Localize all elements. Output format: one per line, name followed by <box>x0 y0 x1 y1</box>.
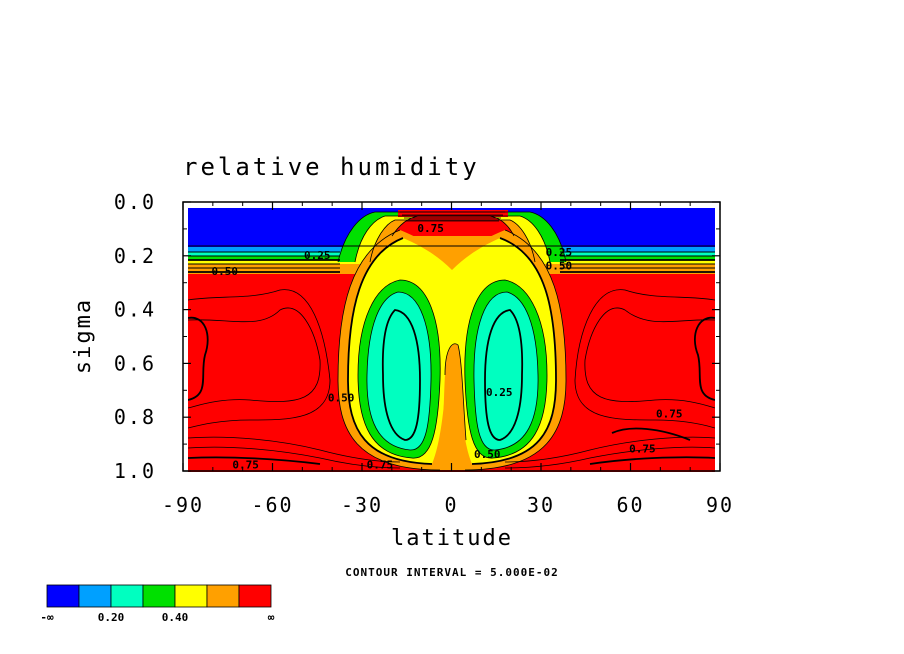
x-axis-label: latitude <box>391 526 513 551</box>
contour-label: 0.50 <box>328 391 355 404</box>
contour-label: 0.75 <box>656 408 683 421</box>
colorbar-bound-label: 0.40 <box>162 611 189 624</box>
y-tick-label: 0.0 <box>114 190 156 214</box>
colorbar-swatch <box>46 584 80 608</box>
contour-lines <box>188 211 715 471</box>
x-tick-label: 30 <box>527 493 555 517</box>
colorbar-bound-label: 0.20 <box>98 611 125 624</box>
x-tick-label: 0 <box>444 493 458 517</box>
contour-label: 0.25 <box>304 249 331 262</box>
colorbar-swatch <box>110 584 144 608</box>
x-tick-label: 90 <box>706 493 734 517</box>
colorbar-bound-label: -∞ <box>40 611 54 624</box>
x-tick-label: -60 <box>251 493 293 517</box>
contour-label: 0.50 <box>546 260 573 273</box>
colorbar-swatch <box>78 584 112 608</box>
colorbar-swatch <box>142 584 176 608</box>
contour-label: 0.25 <box>546 246 573 259</box>
contour-labels: 0.250.500.250.500.750.50 0.250.750.750.50… <box>212 222 683 472</box>
contour-fill-field <box>188 208 715 472</box>
x-tick-label: -30 <box>341 493 383 517</box>
contour-label: 0.25 <box>486 386 513 399</box>
contour-label: 0.75 <box>417 222 444 235</box>
x-tick-label: 60 <box>616 493 644 517</box>
y-tick-label: 0.8 <box>114 405 156 429</box>
contour-label: 0.75 <box>232 459 259 472</box>
y-axis-label: sigma <box>71 298 96 374</box>
contour-label: 0.75 <box>367 459 394 472</box>
colorbar-swatch <box>238 584 272 608</box>
axes: -90 -60 -30 0 30 60 90 0.0 0.2 0.4 0.6 0.8 1.0 <box>114 190 734 517</box>
colorbar-bound-label: ∞ <box>268 611 275 624</box>
equatorial-column-orange <box>442 343 466 452</box>
colorbar-swatch <box>174 584 208 608</box>
contour-label: 0.75 <box>629 442 656 455</box>
y-tick-label: 0.6 <box>114 351 156 375</box>
contour-interval-note: CONTOUR INTERVAL = 5.000E-02 <box>345 566 558 579</box>
contour-label: 0.50 <box>212 265 239 278</box>
y-tick-label: 1.0 <box>114 459 156 483</box>
colorbar: -∞ 0.20 0.40 ∞ <box>40 584 275 624</box>
contour-label: 0.50 <box>474 448 501 461</box>
y-tick-label: 0.2 <box>114 244 156 268</box>
y-tick-label: 0.4 <box>114 298 156 322</box>
x-tick-label: -90 <box>162 493 204 517</box>
colorbar-swatch <box>206 584 240 608</box>
chart-title: relative humidity <box>183 153 480 181</box>
